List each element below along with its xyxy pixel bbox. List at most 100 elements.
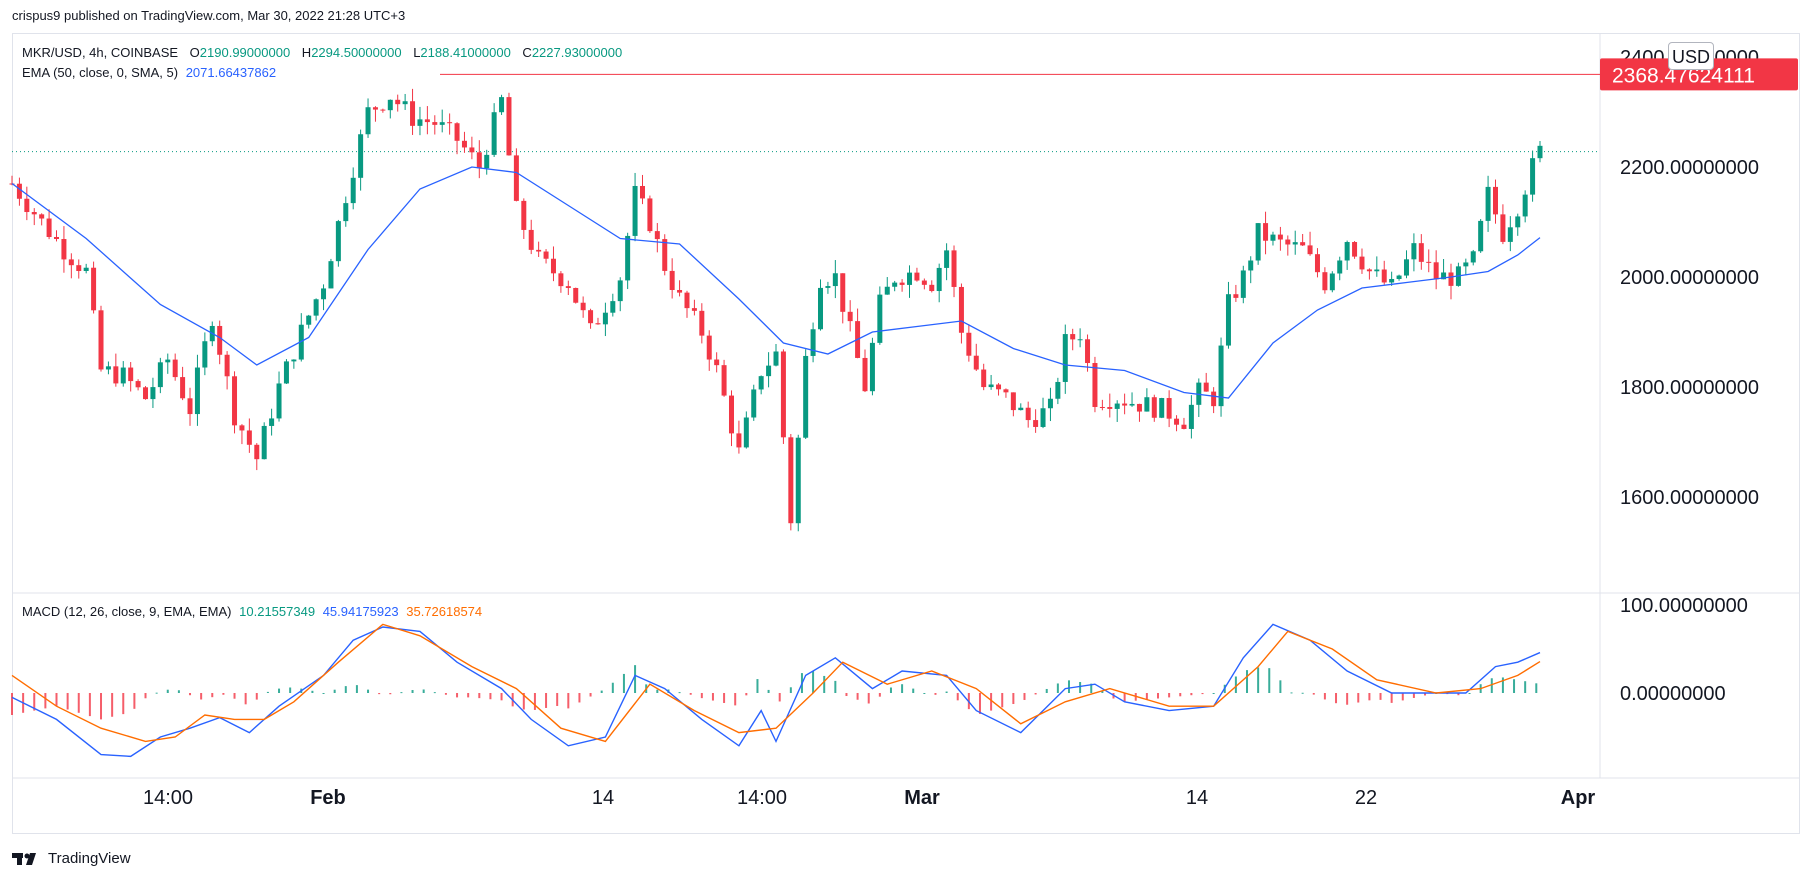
price-tick-label: 2000.00000000 (1620, 267, 1759, 289)
candle (321, 288, 327, 300)
macd-histogram-bar (1346, 693, 1349, 705)
candle (120, 367, 126, 384)
candle (758, 376, 764, 390)
candle (1344, 242, 1350, 261)
candle (454, 123, 460, 141)
chart-frame[interactable] (12, 33, 1800, 834)
candle (1537, 145, 1543, 159)
candle (135, 381, 141, 388)
candle (1411, 243, 1417, 260)
candle (550, 258, 556, 274)
macd-histogram-bar (834, 680, 837, 693)
macd-histogram-bar (1490, 678, 1493, 693)
ema-legend: EMA (50, close, 0, SMA, 5) 2071.66437862 (22, 65, 276, 80)
candle (907, 272, 913, 285)
candle (721, 365, 727, 396)
macd-histogram-bar (878, 693, 881, 697)
candle (1478, 220, 1484, 252)
macd-histogram-bar (211, 693, 214, 698)
macd-histogram-bar (756, 679, 759, 693)
currency-badge[interactable]: USD (1668, 42, 1714, 70)
candle (1515, 216, 1521, 228)
candle (1337, 260, 1343, 274)
candle (751, 389, 757, 418)
macd-histogram-bar (567, 693, 570, 709)
close-label: C (522, 45, 532, 60)
macd-histogram-bar (1179, 693, 1182, 697)
candle (232, 376, 238, 426)
candle (476, 152, 482, 169)
candle (1500, 214, 1506, 242)
macd-histogram-bar (923, 693, 926, 694)
price-tick-label: 1800.00000000 (1620, 377, 1759, 399)
candle (98, 310, 104, 370)
macd-histogram-bar (111, 693, 114, 717)
candle (128, 367, 134, 382)
macd-histogram-bar (901, 684, 904, 693)
macd-histogram-bar (244, 693, 247, 705)
price-tick-label: 2200.00000000 (1620, 157, 1759, 179)
candle (766, 365, 772, 377)
candle (194, 367, 200, 415)
candle (1144, 397, 1150, 412)
candle (1522, 194, 1528, 217)
time-tick-label: Apr (1561, 787, 1596, 809)
macd-histogram-bar (344, 686, 347, 693)
price-badge (1600, 58, 1798, 91)
candle (380, 109, 386, 111)
macd-histogram-bar (144, 693, 147, 699)
macd-histogram-bar (1501, 677, 1504, 693)
candle (269, 418, 275, 426)
macd-line (11, 623, 1541, 758)
macd-histogram-bar (700, 693, 703, 699)
candle (1122, 403, 1128, 406)
macd-histogram-bar (734, 693, 737, 706)
candle (966, 332, 972, 356)
candle (1055, 381, 1061, 399)
macd-histogram-bar (77, 693, 80, 713)
macd-histogram-bar (1168, 693, 1171, 698)
candle (610, 301, 616, 313)
high-label: H (301, 45, 312, 60)
macd-histogram-bar (11, 693, 13, 715)
macd-histogram-bar (1257, 667, 1260, 693)
candle (1211, 391, 1217, 407)
candle (1507, 227, 1513, 242)
macd-histogram-bar (556, 693, 559, 706)
candle (1396, 275, 1402, 279)
candle (1085, 339, 1091, 364)
candle (773, 351, 779, 366)
candle (246, 430, 252, 445)
footer-brand: TradingView (12, 850, 131, 867)
candle (892, 282, 898, 287)
candle (1240, 270, 1246, 298)
macd-histogram-bar (100, 693, 103, 720)
candle (1381, 269, 1387, 283)
macd-histogram-bar (1513, 679, 1516, 693)
candle (1352, 242, 1358, 257)
macd-histogram-bar (1368, 693, 1371, 701)
candle (840, 273, 846, 312)
macd-histogram-bar (1312, 693, 1315, 695)
macd-histogram-bar (411, 690, 414, 693)
time-tick-label: 14 (1186, 787, 1208, 809)
candle (1040, 408, 1046, 427)
candle (16, 183, 22, 199)
candle (1329, 273, 1335, 291)
candle (884, 286, 890, 295)
candle (350, 177, 356, 204)
candle (469, 147, 475, 153)
ema-label: EMA (50, close, 0, SMA, 5) (22, 65, 179, 80)
candle (1218, 345, 1224, 407)
candle (914, 272, 920, 281)
candle (335, 221, 341, 262)
candle (936, 267, 942, 292)
macd-histogram-bar (945, 691, 948, 693)
macd-histogram-bar (1390, 693, 1393, 703)
candle (1485, 186, 1491, 221)
candle (654, 231, 660, 240)
low-value: 2188.41000000 (420, 45, 511, 60)
price-legend: MKR/USD, 4h, COINBASE O2190.99000000 H22… (22, 45, 622, 60)
candle (1441, 272, 1447, 280)
